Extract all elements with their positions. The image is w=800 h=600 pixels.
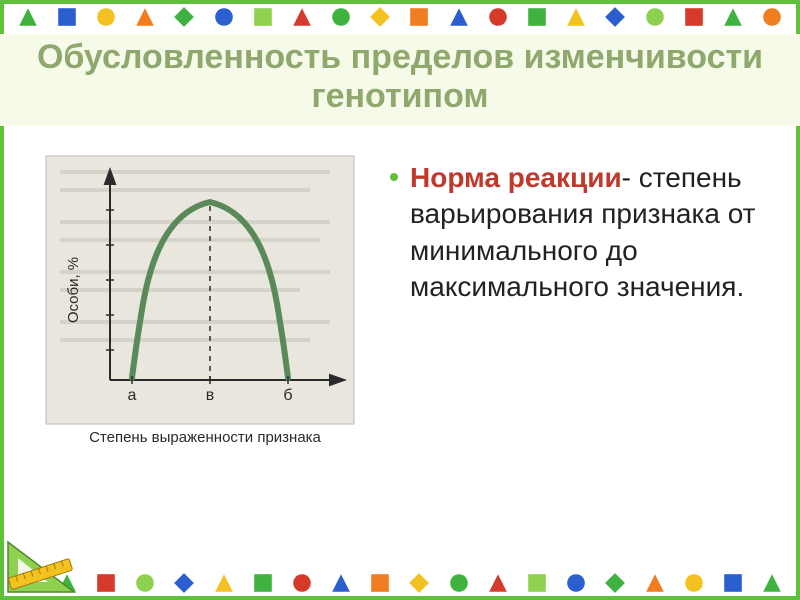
- sq-shape-icon: [369, 572, 391, 594]
- sq-shape-icon: [722, 572, 744, 594]
- slide-title: Обусловленность пределов изменчивости ге…: [20, 38, 780, 116]
- diam-shape-icon: [173, 6, 195, 28]
- tri-shape-icon: [761, 572, 783, 594]
- tri-shape-icon: [565, 6, 587, 28]
- sq-shape-icon: [56, 6, 78, 28]
- circ-shape-icon: [134, 572, 156, 594]
- tri-shape-icon: [213, 572, 235, 594]
- graph-tick-b: б: [283, 387, 292, 404]
- reaction-norm-graph: а в б Особи, % Степень выраженности приз…: [40, 150, 360, 450]
- dash: -: [622, 162, 639, 193]
- tri-shape-icon: [722, 6, 744, 28]
- circ-shape-icon: [330, 6, 352, 28]
- circ-shape-icon: [95, 6, 117, 28]
- content-area: а в б Особи, % Степень выраженности приз…: [30, 140, 770, 560]
- diam-shape-icon: [604, 6, 626, 28]
- text-column: Норма реакции- степень варьирования приз…: [370, 140, 770, 560]
- sq-shape-icon: [95, 572, 117, 594]
- decorative-shapes-bottom: [0, 568, 800, 598]
- sq-shape-icon: [408, 6, 430, 28]
- graph-x-label: Степень выраженности признака: [89, 429, 321, 446]
- circ-shape-icon: [213, 6, 235, 28]
- tri-shape-icon: [448, 6, 470, 28]
- graph-tick-v: в: [206, 387, 215, 404]
- circ-shape-icon: [291, 572, 313, 594]
- decorative-shapes-top: [0, 2, 800, 32]
- sq-shape-icon: [683, 6, 705, 28]
- tri-shape-icon: [134, 6, 156, 28]
- corner-decoration: [6, 538, 76, 594]
- circ-shape-icon: [761, 6, 783, 28]
- diam-shape-icon: [408, 572, 430, 594]
- bullet-text: Норма реакции- степень варьирования приз…: [410, 160, 760, 306]
- diam-shape-icon: [173, 572, 195, 594]
- circ-shape-icon: [644, 6, 666, 28]
- tri-shape-icon: [330, 572, 352, 594]
- term: Норма реакции: [410, 162, 622, 193]
- bullet-icon: [390, 173, 398, 181]
- sq-shape-icon: [252, 572, 274, 594]
- diam-shape-icon: [369, 6, 391, 28]
- circ-shape-icon: [448, 572, 470, 594]
- sq-shape-icon: [252, 6, 274, 28]
- title-area: Обусловленность пределов изменчивости ге…: [0, 34, 800, 126]
- circ-shape-icon: [487, 6, 509, 28]
- tri-shape-icon: [644, 572, 666, 594]
- tri-shape-icon: [17, 6, 39, 28]
- circ-shape-icon: [683, 572, 705, 594]
- bullet-item: Норма реакции- степень варьирования приз…: [390, 160, 760, 306]
- graph-column: а в б Особи, % Степень выраженности приз…: [30, 140, 370, 560]
- graph-tick-a: а: [128, 387, 137, 404]
- diam-shape-icon: [604, 572, 626, 594]
- tri-shape-icon: [487, 572, 509, 594]
- tri-shape-icon: [291, 6, 313, 28]
- circ-shape-icon: [565, 572, 587, 594]
- sq-shape-icon: [526, 6, 548, 28]
- sq-shape-icon: [526, 572, 548, 594]
- graph-y-label: Особи, %: [65, 257, 82, 323]
